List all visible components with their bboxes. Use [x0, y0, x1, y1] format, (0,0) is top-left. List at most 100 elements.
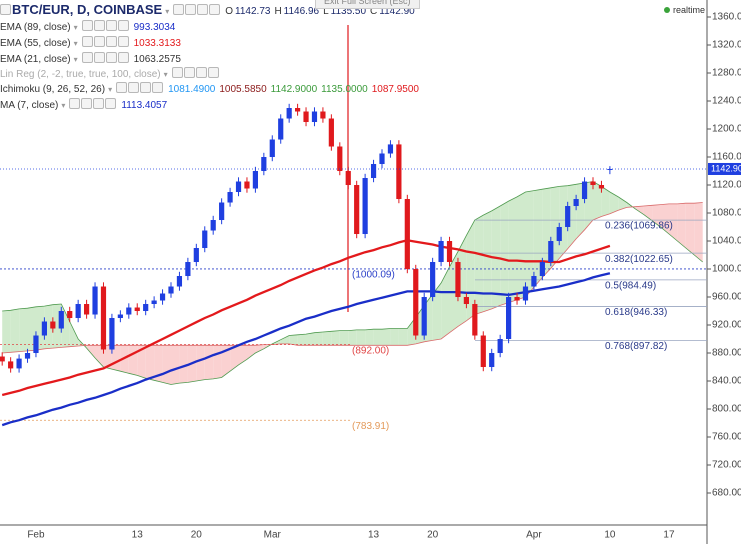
study-icon — [105, 36, 117, 47]
cloud-segment — [339, 330, 349, 346]
study-icon — [183, 67, 195, 78]
study-icon — [117, 20, 129, 31]
study-icon — [117, 36, 129, 47]
candle-body — [109, 318, 115, 350]
cloud-segment — [694, 202, 703, 262]
cloud-segment — [306, 332, 315, 346]
candle-body — [328, 118, 334, 147]
candle-body — [311, 111, 318, 123]
cloud-segment — [348, 329, 357, 346]
quote-value: 1135.50 — [330, 6, 367, 17]
cloud-segment — [525, 190, 534, 297]
study-row: MA (7, close) ▾ 1113.4057 — [0, 98, 167, 112]
candle-body — [244, 181, 250, 189]
candle-body — [590, 181, 596, 186]
candle-body — [354, 185, 360, 235]
candle-body — [286, 108, 292, 119]
candle-body — [438, 241, 444, 263]
candle-body — [531, 276, 537, 287]
candle-body — [176, 276, 183, 287]
quote-key: C — [370, 6, 378, 17]
y-tick-label: 1200.00 — [712, 124, 741, 135]
study-icon — [116, 82, 128, 93]
candle-body — [565, 206, 571, 228]
cloud-segment — [297, 334, 306, 346]
quote-key: L — [323, 6, 329, 17]
study-icon — [93, 98, 105, 109]
cloud-segment — [474, 215, 484, 315]
study-icon — [197, 4, 209, 15]
study-value: 1135.0000 — [321, 84, 368, 95]
x-tick-label: Apr — [526, 530, 542, 541]
candle-body — [480, 335, 486, 368]
cloud-segment — [44, 304, 53, 349]
candle-body — [581, 181, 588, 200]
candle-body — [269, 139, 275, 158]
cloud-segment — [238, 345, 247, 365]
last-price-label: 1142.90 — [711, 163, 741, 173]
candle-body — [227, 192, 233, 203]
candle-body — [168, 286, 174, 294]
cloud-segment — [635, 206, 644, 215]
study-icon — [152, 82, 164, 93]
x-tick-label: 10 — [604, 530, 616, 541]
realtime-indicator: realtime — [664, 5, 705, 15]
cloud-segment — [441, 266, 450, 339]
cloud-segment — [593, 181, 602, 220]
study-icon — [81, 52, 93, 63]
cloud-segment — [331, 330, 340, 346]
quote-value: 1142.90 — [379, 6, 415, 17]
candle-body — [219, 202, 225, 221]
study-row: Lin Reg (2, -2, true, true, 100, close) ▾ — [0, 67, 220, 81]
dropdown-arrow: ▾ — [165, 7, 170, 16]
study-row: Ichimoku (9, 26, 52, 26) ▾ 1081.4900 1005.5… — [0, 82, 419, 96]
fib-label: 0.382(1022.65) — [605, 254, 673, 265]
candle-body — [134, 307, 140, 312]
study-name: Lin Reg (2, -2, true, true, 100, close) — [0, 69, 161, 80]
study-name: EMA (89, close) — [0, 22, 71, 33]
y-tick-label: 920.00 — [712, 320, 741, 331]
status-dot — [664, 7, 670, 13]
cloud-segment — [111, 345, 121, 372]
cloud-segment — [103, 345, 112, 370]
candle-body — [556, 227, 562, 242]
candle-body — [396, 144, 402, 200]
cloud-segment — [643, 205, 653, 221]
candle-body — [320, 111, 326, 119]
candle-body — [41, 321, 47, 336]
candle-body — [379, 153, 385, 165]
symbol-row: BTC/EUR, D, COINBASE ▾ O 1142.73 H 1146.96 L 11… — [0, 2, 415, 18]
symbol: BTC/EUR, D, COINBASE — [12, 2, 163, 17]
candle-body — [404, 199, 410, 270]
cloud-segment — [179, 345, 188, 384]
dropdown-arrow: ▾ — [73, 39, 78, 48]
candle-body — [67, 311, 73, 319]
cloud-segment — [601, 186, 610, 217]
y-tick-label: 760.00 — [712, 432, 741, 443]
candle-body — [33, 335, 39, 354]
cloud-segment — [280, 335, 290, 344]
candle-body — [430, 262, 436, 298]
candle-body — [539, 262, 545, 277]
candle-body — [50, 321, 56, 329]
cloud-segment — [398, 328, 408, 346]
cloud-segment — [382, 328, 391, 346]
candle-body — [607, 168, 613, 170]
y-tick-label: 840.00 — [712, 376, 741, 387]
x-tick-label: 13 — [368, 530, 380, 541]
candle-body — [84, 304, 90, 315]
candle-body — [58, 311, 64, 329]
study-icon — [209, 4, 221, 15]
candle-body — [548, 241, 554, 263]
study-name: EMA (55, close) — [0, 38, 71, 49]
candle-body — [463, 297, 469, 305]
exit-fullscreen-button[interactable]: Exit Full Screen (Esc) — [315, 0, 420, 9]
cloud-segment — [95, 345, 104, 367]
fib-label: 0.618(946.33) — [605, 307, 667, 318]
cloud-segment — [390, 328, 399, 346]
study-value: 993.3034 — [133, 22, 176, 33]
study-icon — [93, 20, 105, 31]
candle-body — [303, 111, 309, 123]
y-tick-label: 720.00 — [712, 460, 741, 471]
fib-label: 0.236(1069.86) — [605, 221, 673, 232]
